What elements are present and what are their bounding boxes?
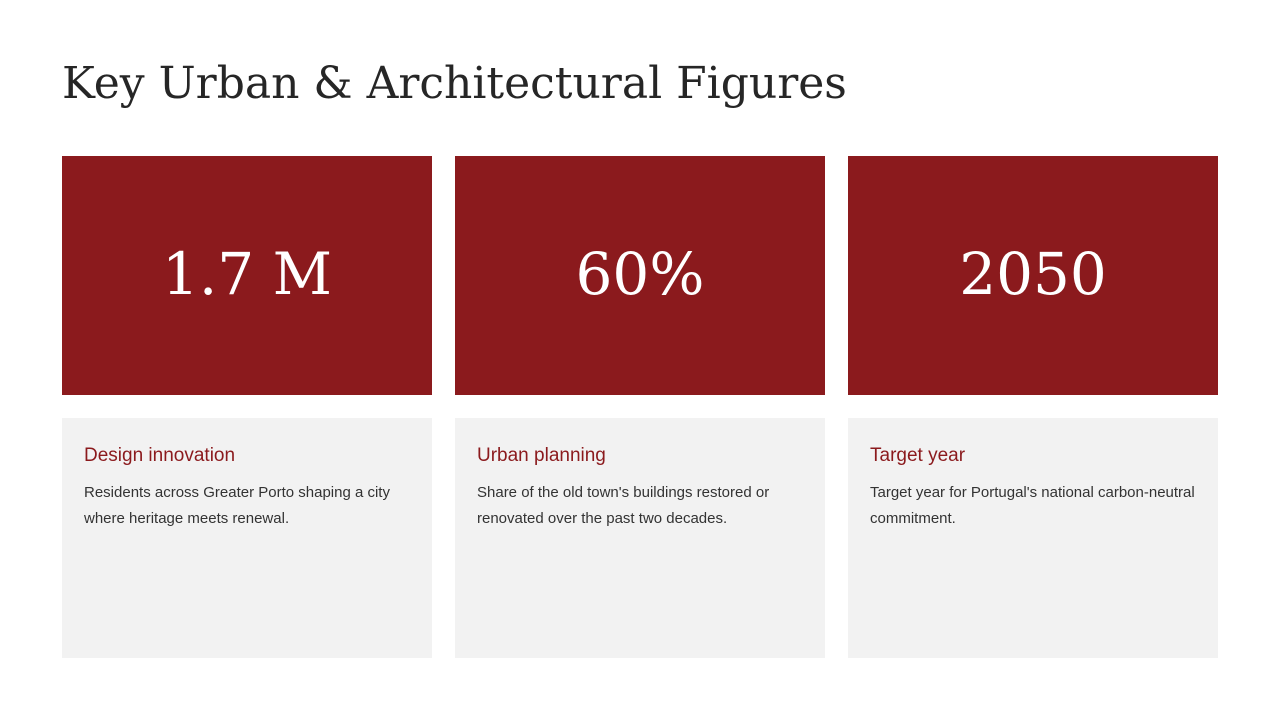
description-card-urban-planning: Urban planning Share of the old town's b… xyxy=(455,418,825,658)
stat-value-target-year: 2050 xyxy=(959,239,1107,308)
card-description: Share of the old town's buildings restor… xyxy=(477,484,770,527)
slide-title: Key Urban & Architectural Figures xyxy=(62,58,847,109)
stat-value-population: 1.7 M xyxy=(161,239,333,308)
card-description: Target year for Portugal's national carb… xyxy=(870,484,1195,527)
card-heading: Design innovation xyxy=(84,445,236,466)
stat-box-restoration: 60% xyxy=(455,156,825,395)
card-heading: Urban planning xyxy=(477,445,606,466)
description-card-target-year: Target year Target year for Portugal's n… xyxy=(848,418,1218,658)
stat-value-restoration: 60% xyxy=(575,239,705,308)
description-card-design-innovation: Design innovation Residents across Great… xyxy=(62,418,432,658)
stat-box-population: 1.7 M xyxy=(62,156,432,395)
card-description: Residents across Greater Porto shaping a… xyxy=(84,484,390,527)
stat-box-target-year: 2050 xyxy=(848,156,1218,395)
card-heading: Target year xyxy=(870,445,966,466)
